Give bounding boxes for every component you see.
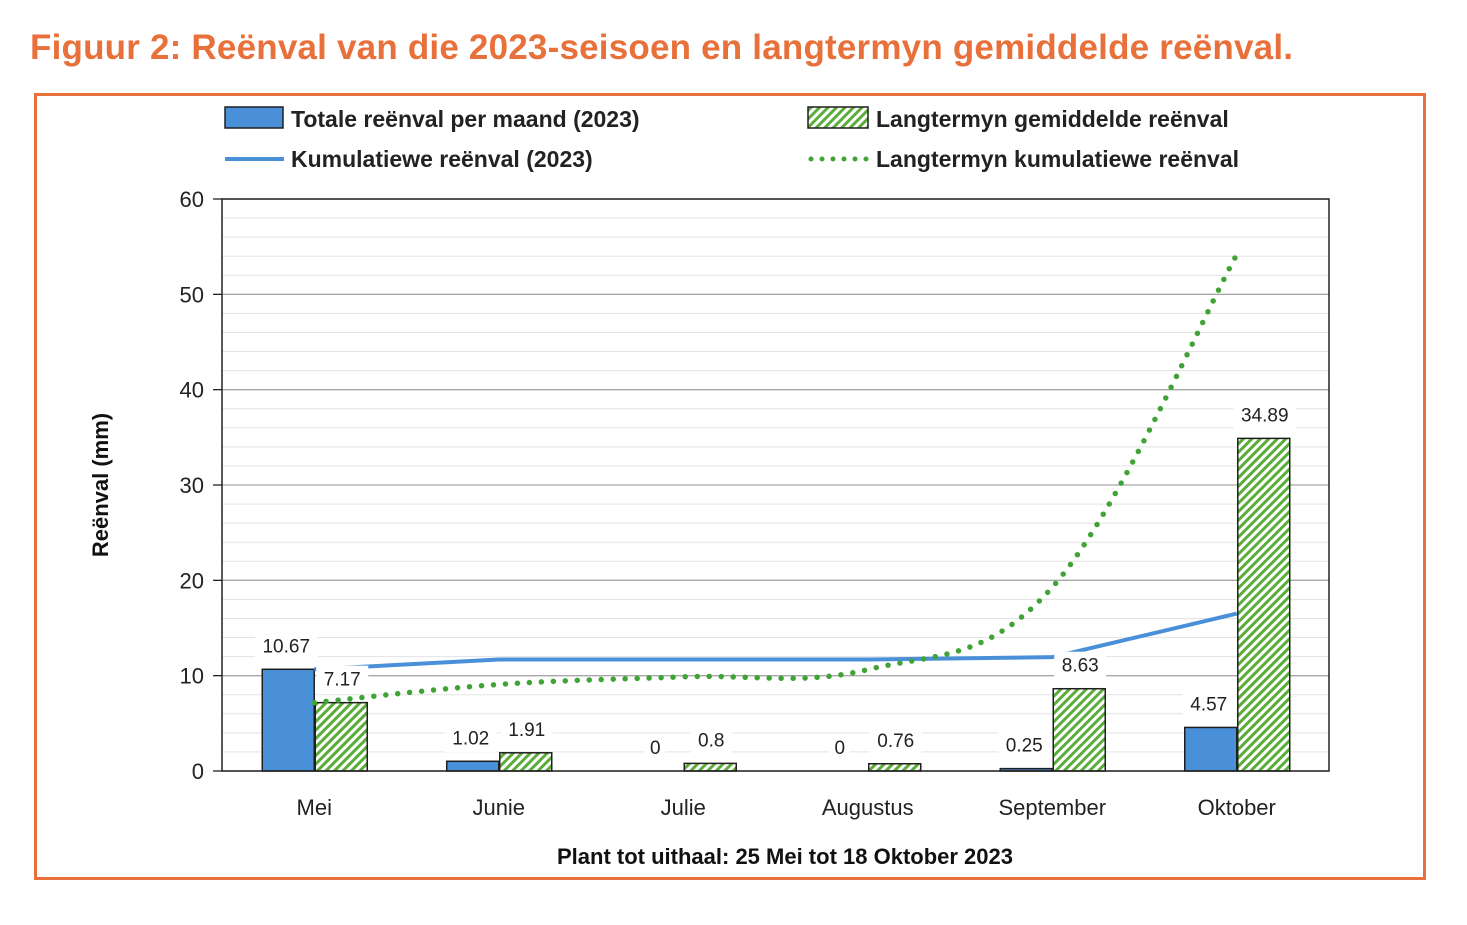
legend-label-bar-longterm: Langtermyn gemiddelde reënval [876,106,1229,132]
x-tick-label: September [998,795,1106,820]
gridlines [222,198,1329,772]
bar-2023 [1184,726,1238,772]
y-tick-label: 10 [180,664,204,689]
chart-frame [34,93,1426,880]
legend-swatch-bar-2023 [224,106,284,129]
legend-swatch-bar-longterm [807,106,869,129]
data-labels: 10.67 7.17 1.02 1.91 0 0.8 0 0.76 0.25 8.63 4.57 34… [255,401,1296,762]
data-label-2023-bg [998,731,1051,760]
y-tick-label: 40 [180,378,204,403]
data-label-longterm-bg [316,665,369,694]
y-tick-label: 60 [180,187,204,212]
line-cumulative-2023 [314,611,1238,672]
data-label-2023-bg [444,724,497,753]
bar-longterm [683,762,737,772]
bar-longterm [314,701,368,772]
plot-border [221,198,1330,772]
data-label-2023: 0 [834,738,845,759]
legend-label-line-longterm: Langtermyn kumulatiewe reënval [876,146,1239,172]
x-tick-label: Oktober [1198,795,1276,820]
y-axis-title: Reënval (mm) [88,413,113,557]
x-tick-label: Mei [297,795,332,820]
data-label-longterm-bg [1054,651,1107,680]
data-label-2023-bg [645,734,666,762]
data-label-longterm: 8.63 [1062,656,1099,677]
x-tick-label: Junie [472,795,525,820]
data-label-longterm: 7.17 [324,670,361,691]
bar-longterm [1052,687,1106,772]
data-label-longterm-bg [1233,401,1296,430]
bars [261,437,1291,772]
data-label-longterm-bg [690,726,732,755]
x-tick-label: Julie [661,795,706,820]
data-label-2023-bg [829,734,850,762]
y-tick-label: 0 [192,759,204,784]
bar-longterm [499,752,553,772]
data-label-2023: 0 [650,738,661,759]
y-tick-label: 20 [180,568,204,593]
x-axis-ticks: Mei Junie Julie Augustus September Oktober [297,795,1276,820]
data-label-longterm: 0.8 [698,730,724,751]
data-label-longterm: 1.91 [508,720,545,741]
data-label-2023: 10.67 [262,636,310,657]
figure-title: Figuur 2: Reënval van die 2023-seisoen e… [30,28,1294,67]
y-tick-label: 30 [180,473,204,498]
legend: Totale reënval per maand (2023) Langterm… [224,106,1239,172]
data-label-longterm-bg [869,726,922,755]
data-label-longterm: 34.89 [1241,405,1289,426]
data-label-2023-bg [1182,690,1235,719]
data-label-2023-bg [255,632,318,661]
data-label-longterm: 0.76 [877,731,914,752]
bar-longterm [868,763,922,772]
legend-label-line-2023: Kumulatiewe reënval (2023) [291,146,593,172]
data-label-2023: 0.25 [1006,736,1043,757]
bar-longterm [1237,437,1291,772]
cumulative-lines [311,251,1240,706]
data-label-2023: 1.02 [452,728,489,749]
bar-2023 [446,760,500,772]
y-axis-ticks: 0 10 20 30 40 50 60 [180,187,222,784]
x-axis-title: Plant tot uithaal: 25 Mei tot 18 Oktober… [557,844,1013,869]
x-tick-label: Augustus [822,795,914,820]
data-label-2023: 4.57 [1190,694,1227,715]
data-label-longterm-bg [500,715,553,744]
y-tick-label: 50 [180,282,204,307]
bar-2023 [261,668,315,772]
line-cumulative-longterm [311,251,1240,706]
legend-label-bar-2023: Totale reënval per maand (2023) [291,106,640,132]
